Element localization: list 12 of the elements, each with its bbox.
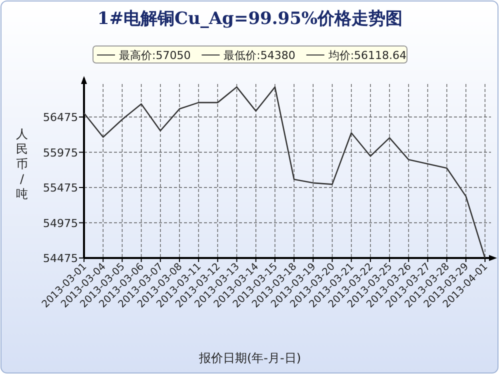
y-axis-title: 人民币/吨 xyxy=(16,127,28,201)
y-tick-label: 55975 xyxy=(43,146,78,160)
y-tick-label: 54475 xyxy=(43,252,78,265)
text: 最低价:54380 xyxy=(224,49,296,62)
text: 最高价:57050 xyxy=(119,49,191,62)
y-tick-label: 54975 xyxy=(43,216,78,230)
text: 均价:56118.64 xyxy=(327,49,407,62)
line-series xyxy=(83,86,486,259)
x-axis-title: 报价日期(年-月-日) xyxy=(198,351,302,365)
y-tick-label: 56475 xyxy=(43,111,78,124)
y-tick-label: 55475 xyxy=(43,182,78,195)
chart-title: 1#电解铜Cu_Ag=99.95%价格走势图 xyxy=(97,9,403,29)
